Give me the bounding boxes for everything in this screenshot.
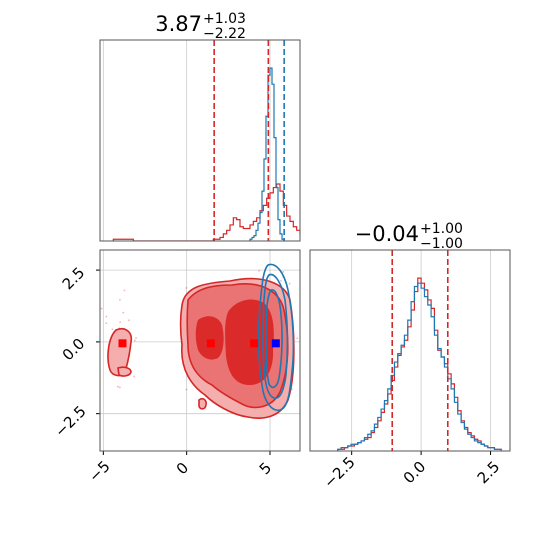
scatter-point-167 bbox=[133, 375, 135, 378]
scatter-point-79 bbox=[301, 298, 303, 300]
joint-xtick-label-1: 0 bbox=[173, 459, 192, 478]
scatter-point-26 bbox=[296, 337, 299, 340]
joint-xtick-label-2: 5 bbox=[256, 459, 275, 478]
scatter-point-160 bbox=[118, 386, 121, 389]
marginal-2-title-plus: +1.00 bbox=[420, 221, 463, 237]
red-contour-inner-fill bbox=[225, 299, 274, 386]
scatter-point-172 bbox=[105, 315, 108, 318]
scatter-point-168 bbox=[128, 319, 130, 322]
joint-ytick-label-1: 0.0 bbox=[59, 335, 89, 365]
marginal-1-title-minus: −2.22 bbox=[203, 26, 246, 42]
scatter-point-53 bbox=[282, 270, 285, 273]
marginal-2-xtick-label-0: −2.5 bbox=[320, 453, 358, 491]
red-contour-inner-fill-left bbox=[195, 316, 224, 360]
scatter-point-170 bbox=[100, 307, 103, 310]
scatter-point-30 bbox=[258, 269, 260, 272]
panel-marginal-1-background bbox=[100, 40, 300, 241]
scatter-point-155 bbox=[135, 337, 137, 339]
panel-marginal-1-frame bbox=[99, 39, 301, 242]
red-contour-blob-small bbox=[198, 398, 207, 410]
scatter-point-152 bbox=[111, 328, 114, 331]
marginal-2-xtick-label-1: 0.0 bbox=[400, 458, 430, 488]
panel-marginal-2: −0.04 +1.00 −1.00 −2.5 0.0 2.5 bbox=[309, 221, 511, 492]
scatter-point-158 bbox=[134, 339, 136, 342]
marker-0 bbox=[118, 339, 127, 348]
scatter-point-161 bbox=[119, 321, 121, 324]
joint-ytick-label-0: 2.5 bbox=[59, 264, 89, 294]
blue-contour-outer bbox=[257, 263, 295, 411]
marker-2 bbox=[250, 339, 259, 348]
panel-marginal-1: 3.87 +1.03 −2.22 bbox=[99, 11, 301, 242]
scatter-point-106 bbox=[288, 282, 291, 285]
marginal-1-histogram-series-0 bbox=[112, 183, 300, 241]
blue-contour-middle bbox=[262, 273, 289, 399]
panel-marginal-2-frame bbox=[309, 249, 511, 452]
panel-marginal-1-histograms bbox=[112, 67, 300, 241]
scatter-point-93 bbox=[280, 279, 282, 282]
blue-contour-inner bbox=[265, 289, 283, 389]
point-markers bbox=[118, 339, 280, 348]
marginal-2-histogram-series-1 bbox=[337, 282, 502, 451]
marginal-1-title-median: 3.87 bbox=[155, 12, 202, 36]
joint-xtick-label-0: −5 bbox=[85, 457, 113, 485]
joint-ytick-label-2: −2.5 bbox=[51, 402, 89, 440]
blue-posterior-contours bbox=[257, 263, 295, 411]
scatter-point-150 bbox=[117, 385, 119, 388]
red-contour-middle-line bbox=[186, 283, 289, 409]
marginal-1-histogram-series-1 bbox=[249, 67, 285, 241]
scatter-point-165 bbox=[119, 298, 121, 301]
panel-marginal-1-quantile-lines bbox=[213, 40, 285, 241]
panel-marginal-2-background bbox=[310, 250, 510, 451]
panel-joint-2d: 2.5 0.0 −2.5 −5 0 5 bbox=[51, 249, 303, 486]
marginal-2-title-median: −0.04 bbox=[355, 222, 419, 246]
red-contour-blob-low bbox=[117, 366, 132, 377]
panel-marginal-2-quantile-lines bbox=[391, 250, 449, 451]
marker-3 bbox=[271, 339, 280, 348]
scatter-point-162 bbox=[105, 322, 108, 325]
marginal-1-title-plus: +1.03 bbox=[203, 11, 246, 27]
marginal-2-title-minus: −1.00 bbox=[420, 236, 463, 252]
scatter-point-156 bbox=[122, 311, 125, 314]
scatter-point-21 bbox=[185, 287, 188, 289]
scatter-point-86 bbox=[185, 388, 188, 391]
scatter-point-159 bbox=[123, 289, 126, 292]
marginal-2-xtick-label-2: 2.5 bbox=[474, 458, 504, 488]
marker-1 bbox=[206, 339, 215, 348]
panel-marginal-2-histograms bbox=[337, 277, 502, 451]
panel-joint-frame bbox=[99, 249, 301, 452]
